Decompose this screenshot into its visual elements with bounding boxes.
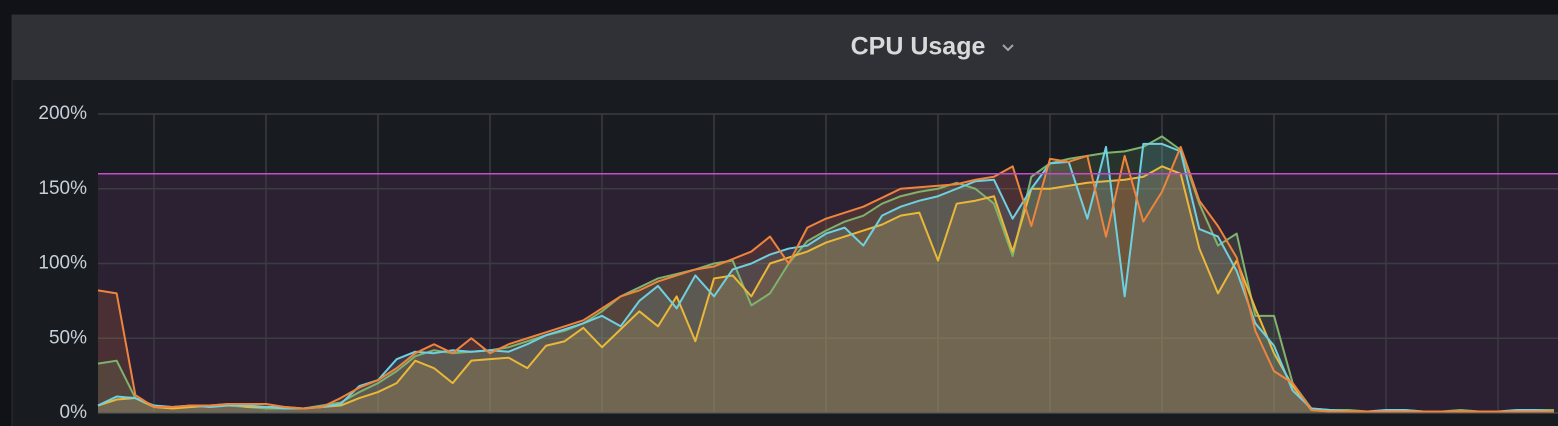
y-tick-label: 200% (38, 103, 87, 124)
y-tick-label: 150% (38, 178, 87, 199)
series-line (97, 145, 1554, 413)
panel-body (11, 14, 1558, 426)
title-chevron[interactable] (1002, 44, 1014, 52)
y-tick-label: 0% (60, 402, 88, 423)
threshold-region (98, 173, 1558, 413)
y-tick-label: 100% (38, 253, 87, 274)
series-area (98, 136, 1554, 414)
series-area (98, 166, 1554, 413)
panel-title[interactable]: CPU Usage (851, 33, 986, 61)
panel-header[interactable] (12, 15, 1558, 80)
y-tick-label: 50% (49, 327, 87, 348)
